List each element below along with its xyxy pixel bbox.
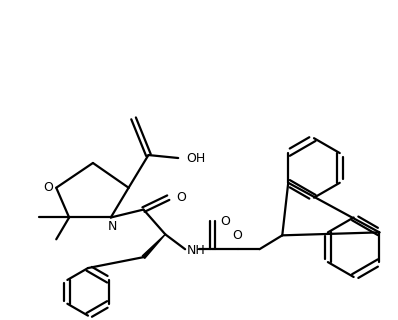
Text: OH: OH [186,151,205,164]
Text: N: N [108,220,117,233]
Text: O: O [43,181,53,194]
Text: NH: NH [187,244,206,257]
Polygon shape [142,234,165,258]
Text: O: O [220,215,230,228]
Text: O: O [233,229,243,242]
Text: O: O [176,191,186,204]
